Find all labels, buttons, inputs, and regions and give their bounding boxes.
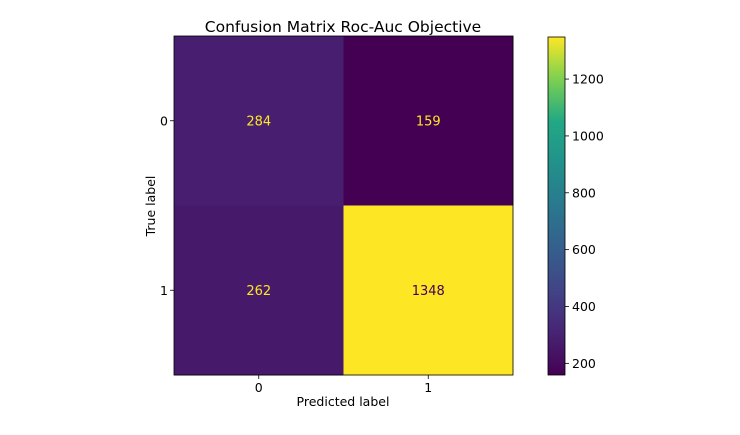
heatmap-cells: 284 159 262 1348 xyxy=(174,36,514,376)
colorbar: 200 400 600 800 1000 1200 xyxy=(547,36,604,376)
plot-frame xyxy=(173,35,514,376)
colorbar-tick-label: 1000 xyxy=(572,128,604,143)
heatmap-cell xyxy=(174,36,344,206)
x-tick-label: 0 xyxy=(255,380,263,395)
colorbar-frame xyxy=(547,36,566,376)
cell-value-label: 262 xyxy=(246,284,271,299)
colorbar-tick-label: 800 xyxy=(572,185,596,200)
x-axis-label: Predicted label xyxy=(297,394,390,409)
y-axis-ticks: 01 xyxy=(160,113,174,298)
x-tick-label: 1 xyxy=(424,380,432,395)
y-tick-label: 1 xyxy=(160,283,168,298)
heatmap-cell xyxy=(343,36,514,206)
y-tick-label: 0 xyxy=(160,113,168,128)
colorbar-tick-label: 400 xyxy=(572,299,596,314)
cell-value-label: 284 xyxy=(246,114,271,129)
heatmap-cell xyxy=(174,205,344,376)
colorbar-tick-label: 200 xyxy=(572,356,596,371)
colorbar-tick-label: 600 xyxy=(572,242,596,257)
y-axis-label: True label xyxy=(143,176,158,238)
colorbar-tick-label: 1200 xyxy=(572,72,604,87)
colorbar-gradient xyxy=(548,37,565,375)
chart-title: Confusion Matrix Roc-Auc Objective xyxy=(205,18,481,36)
cell-value-label: 159 xyxy=(416,114,441,129)
heatmap-cell xyxy=(343,205,514,376)
cell-value-label: 1348 xyxy=(412,284,445,299)
